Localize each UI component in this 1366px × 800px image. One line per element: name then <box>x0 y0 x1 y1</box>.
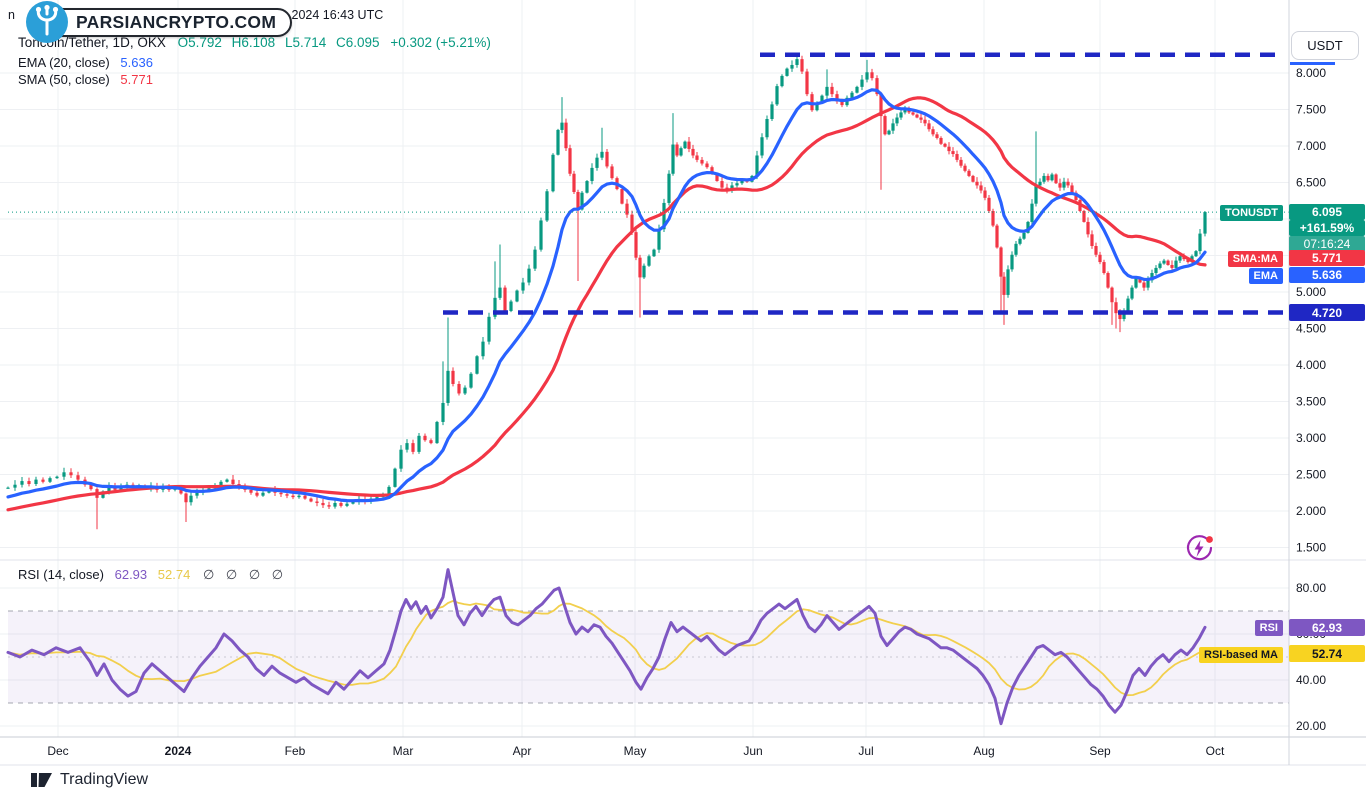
flash-boost-button[interactable] <box>1181 531 1215 565</box>
price-tick-label: 1.500 <box>1296 541 1326 555</box>
price-tick-label: 2.000 <box>1296 504 1326 518</box>
ema-legend-label: EMA (20, close) <box>18 55 110 70</box>
month-label: Dec <box>47 744 68 758</box>
sma-value-badge: 5.771 <box>1289 250 1365 266</box>
month-label: Mar <box>393 744 414 758</box>
rsi-line-label: RSI <box>1254 620 1283 636</box>
watermark-brand: PARSIANCRYPTO.COM <box>76 12 277 32</box>
price-tick-label: 3.000 <box>1296 431 1326 445</box>
ohlc-high: H6.108 <box>231 35 276 50</box>
month-label: Jul <box>858 744 873 758</box>
legend-row-sma[interactable]: SMA (50, close) 5.771 <box>18 72 153 87</box>
ema-legend-value: 5.636 <box>120 55 153 70</box>
sma-legend-value: 5.771 <box>120 72 153 87</box>
rsi-band <box>8 611 1289 703</box>
rsi-legend-value: 62.93 <box>114 567 148 582</box>
month-label: Oct <box>1206 744 1225 758</box>
bar-countdown-badge: 07:16:24 <box>1289 236 1365 252</box>
month-label: 2024 <box>165 744 192 758</box>
candlestick-series <box>6 52 1207 530</box>
watermark-pill: PARSIANCRYPTO.COM <box>30 8 293 37</box>
price-tick-label: 7.500 <box>1296 103 1326 117</box>
ema-line-label: EMA <box>1248 268 1283 284</box>
ohlc-open: O5.792 <box>177 35 222 50</box>
rsi-legend-label: RSI (14, close) <box>18 567 104 582</box>
price-unit-button[interactable]: USDT <box>1291 31 1359 60</box>
coral-logo-icon <box>26 1 68 43</box>
current-price-badge: 6.095 <box>1289 204 1365 220</box>
rsi-tick-label: 80.00 <box>1296 581 1326 595</box>
rsi-ma-value-badge: 52.74 <box>1289 645 1365 662</box>
price-tick-label: 7.000 <box>1296 139 1326 153</box>
rsi-value-badge: 62.93 <box>1289 619 1365 636</box>
price-tick-label: 4.000 <box>1296 358 1326 372</box>
rsi-line <box>6 568 1207 726</box>
sma-legend-label: SMA (50, close) <box>18 72 110 87</box>
month-label: Sep <box>1089 744 1111 758</box>
month-label: Feb <box>285 744 306 758</box>
ohlc-close: C6.095 <box>336 35 380 50</box>
price-tick-label: 6.500 <box>1296 176 1326 190</box>
rsi-tick-label: 20.00 <box>1296 719 1326 733</box>
month-label: May <box>624 744 647 758</box>
time-axis[interactable] <box>0 737 1289 765</box>
symbol-price-label: TONUSDT <box>1220 205 1283 221</box>
price-tick-label: 2.500 <box>1296 468 1326 482</box>
rsi-tick-label: 40.00 <box>1296 673 1326 687</box>
price-tick-label: 3.500 <box>1296 395 1326 409</box>
rsi-ma-line-label: RSI-based MA <box>1199 647 1283 663</box>
ohlc-low: L5.714 <box>284 35 327 50</box>
legend-row-ema[interactable]: EMA (20, close) 5.636 <box>18 55 153 70</box>
rsi-ma-legend-value: 52.74 <box>157 567 191 582</box>
tradingview-logo[interactable]: TradingView <box>30 769 148 791</box>
ohlc-change: +0.302 (+5.21%) <box>390 35 491 50</box>
legend-row-rsi[interactable]: RSI (14, close) 62.93 52.74 ∅ ∅ ∅ ∅ <box>18 567 287 583</box>
price-tick-label: 8.000 <box>1296 66 1326 80</box>
price-unit-label: USDT <box>1307 38 1343 53</box>
symbol-legend: Toncoin/Tether, 1D, OKX O5.792 H6.108 L5… <box>18 35 491 50</box>
sma-line-label: SMA:MA <box>1227 251 1283 267</box>
publish-line-fragment: n <box>8 8 15 22</box>
rsi-ma-line <box>7 600 1206 697</box>
month-label: Apr <box>513 744 532 758</box>
price-tick-label: 4.500 <box>1296 322 1326 336</box>
scale-highlight-bar <box>1290 62 1335 65</box>
month-label: Aug <box>973 744 994 758</box>
price-tick-label: 5.000 <box>1296 285 1326 299</box>
tradingview-logo-icon <box>31 773 52 787</box>
support-level-badge: 4.720 <box>1289 304 1365 321</box>
month-label: Jun <box>743 744 762 758</box>
ema-value-badge: 5.636 <box>1289 267 1365 283</box>
ema-line <box>6 88 1207 503</box>
rsi-legend-empty-values: ∅ ∅ ∅ ∅ <box>202 567 288 582</box>
tradingview-logo-text: TradingView <box>60 771 149 788</box>
change-percent-badge: +161.59% <box>1289 220 1365 236</box>
